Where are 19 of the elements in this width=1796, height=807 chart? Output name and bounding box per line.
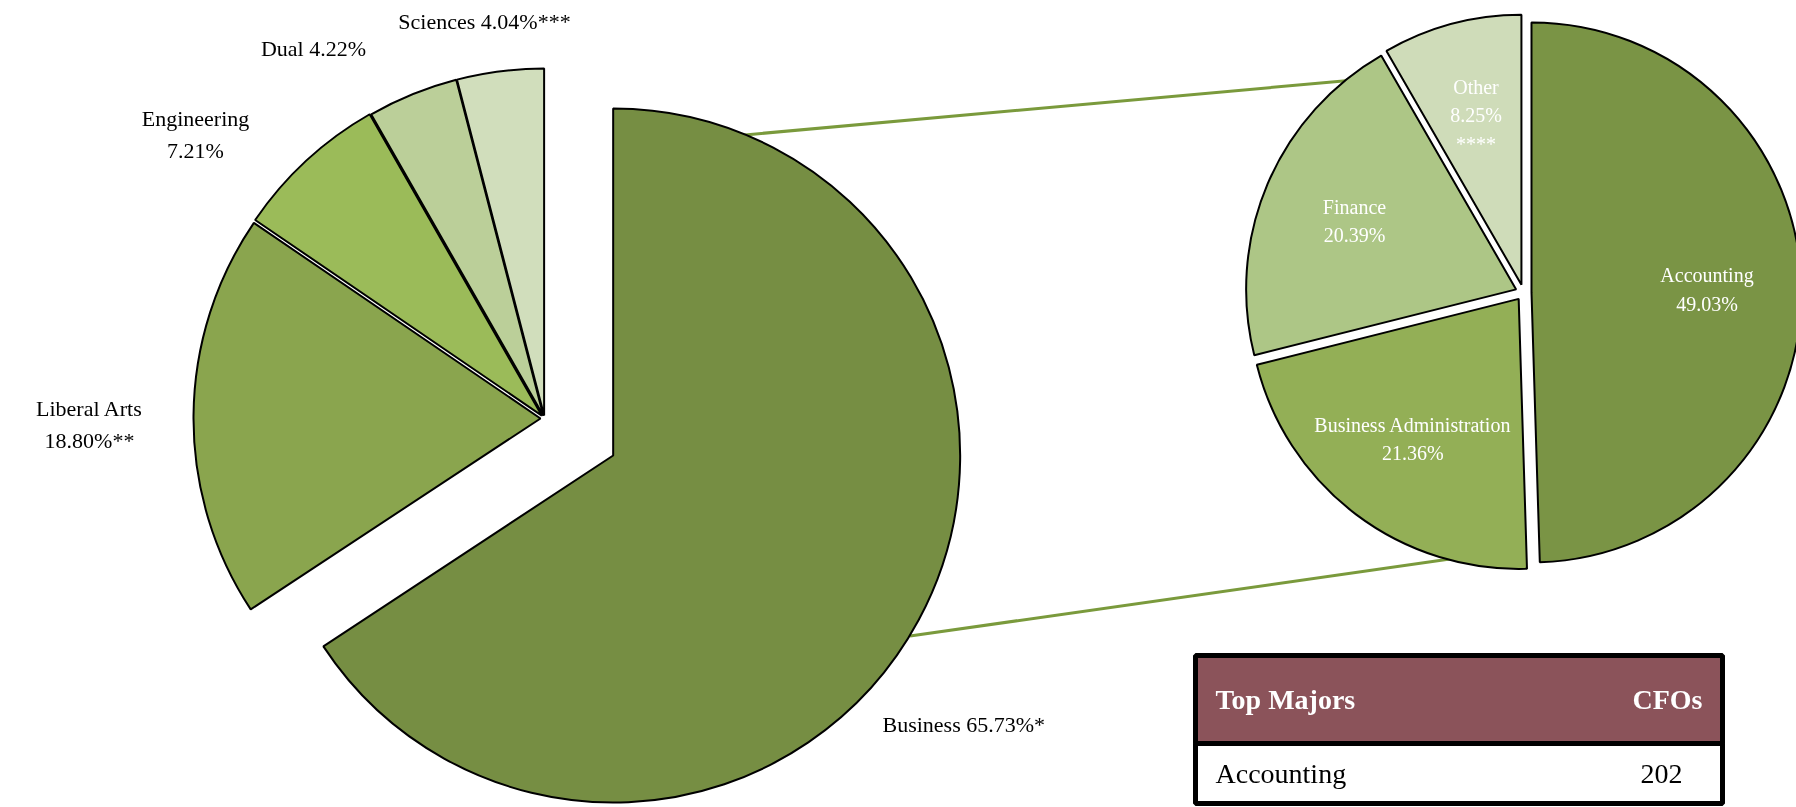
text: Top Majors <box>1215 684 1356 715</box>
slice-label: Other <box>1453 75 1500 98</box>
category-label: Accounting <box>1215 758 1347 789</box>
data-label: 20.39% <box>1323 224 1386 247</box>
slice-label: Finance <box>1322 195 1387 218</box>
slice-label: Sciences 4.04%*** <box>398 9 571 34</box>
data-label: 8.25% **** <box>1450 104 1502 155</box>
slice-label: Liberal Arts <box>36 395 142 421</box>
slice-label: Business Administration <box>1314 413 1511 436</box>
data-label: 49.03% <box>1676 292 1738 315</box>
slice-label: Business 65.73%* <box>882 712 1046 737</box>
slice-label: Accounting <box>1660 264 1754 288</box>
data-label: 21.36% <box>1382 442 1444 465</box>
data-label: 202 <box>1640 757 1683 789</box>
data-label: 7.21% <box>167 138 224 164</box>
slice-label: Dual 4.22% <box>260 36 367 61</box>
slice-label: Engineering <box>141 105 250 131</box>
text: CFOs <box>1632 684 1703 715</box>
data-label: 18.80%** <box>44 428 135 454</box>
